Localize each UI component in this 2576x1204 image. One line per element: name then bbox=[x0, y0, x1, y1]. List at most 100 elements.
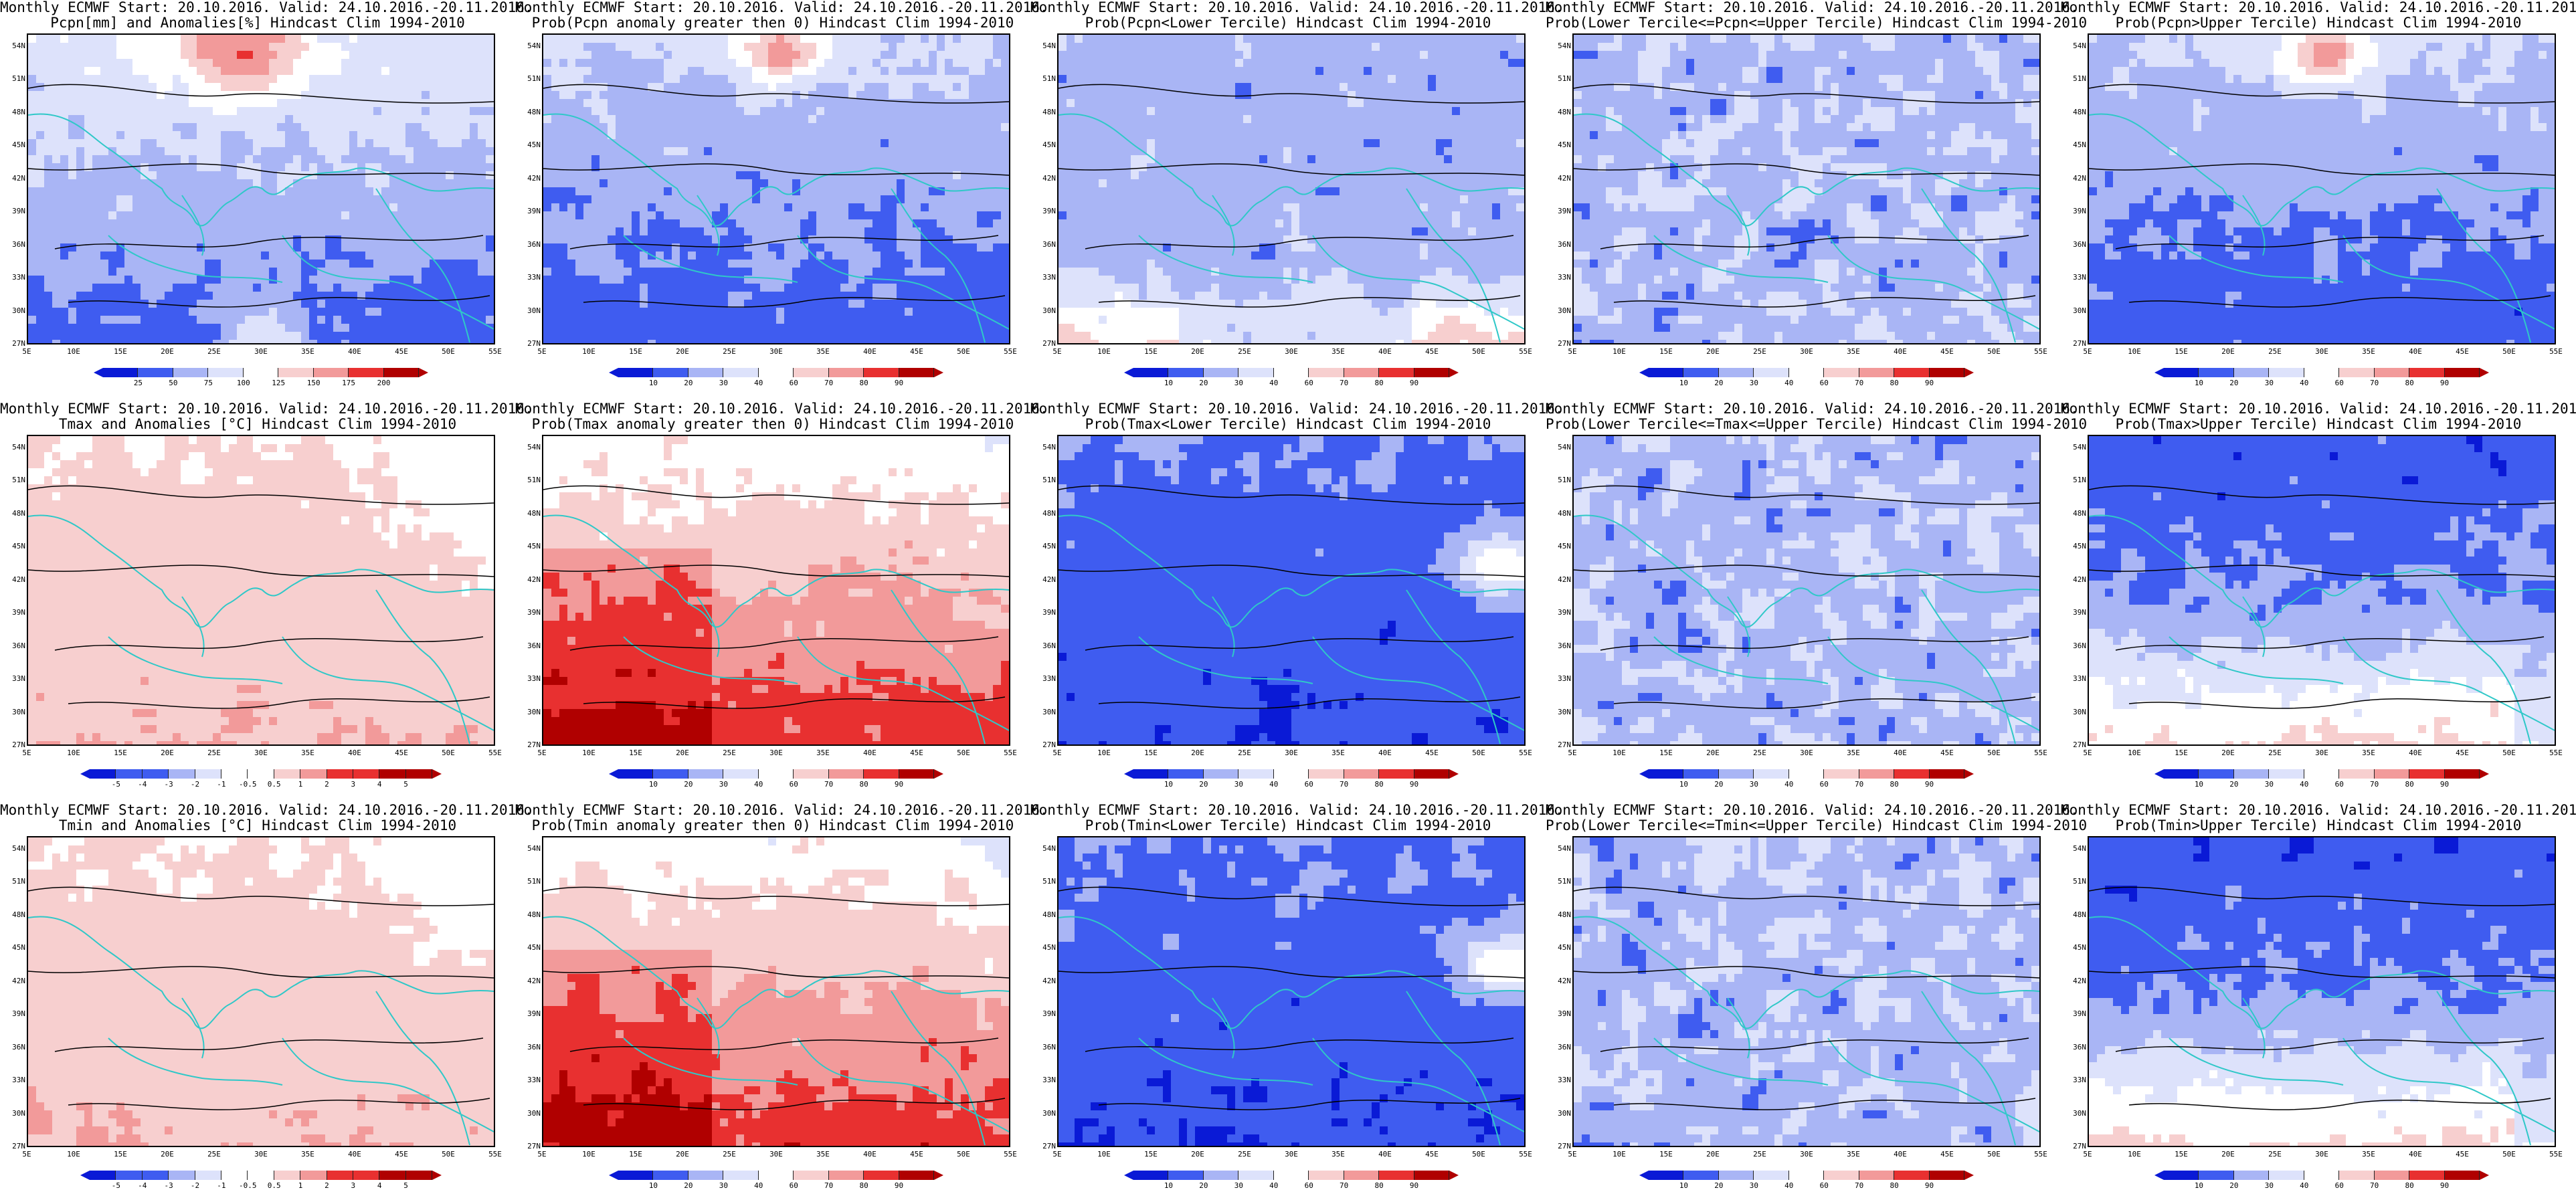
latitude-label: 48N bbox=[1037, 910, 1056, 919]
latitude-label: 45N bbox=[7, 542, 25, 550]
colorbar-swatch bbox=[142, 769, 169, 779]
colorbar-cap-left bbox=[2154, 1171, 2164, 1180]
colorbar bbox=[80, 769, 442, 779]
coastline bbox=[1059, 916, 1524, 1146]
colorbar-swatch bbox=[864, 1171, 899, 1180]
latitude-label: 33N bbox=[522, 273, 541, 282]
latitude-label: 39N bbox=[1037, 1009, 1056, 1018]
colorbar-swatch bbox=[1824, 769, 1859, 779]
colorbar-tick-label: 0.5 bbox=[268, 1181, 281, 1190]
colorbar-tick-label: 2 bbox=[325, 780, 329, 789]
colorbar-swatch bbox=[405, 1171, 433, 1180]
map-panel: Monthly ECMWF Start: 20.10.2016. Valid: … bbox=[1030, 0, 1564, 401]
latitude-label: 48N bbox=[7, 910, 25, 919]
longitude-label: 15E bbox=[1656, 748, 1676, 757]
field-shading bbox=[1574, 35, 2039, 343]
latitude-label: 36N bbox=[2067, 641, 2086, 650]
coastline bbox=[543, 916, 1009, 1146]
colorbar-cap-left bbox=[1639, 368, 1649, 377]
longitude-label: 20E bbox=[672, 347, 693, 356]
colorbar bbox=[2154, 1171, 2489, 1180]
panel-title-line1: Monthly ECMWF Start: 20.10.2016. Valid: … bbox=[1030, 0, 1564, 15]
colorbar-tick-label: 70 bbox=[1855, 780, 1863, 789]
latitude-label: 30N bbox=[1037, 306, 1056, 315]
latitude-label: 36N bbox=[1552, 240, 1571, 249]
colorbar-swatch bbox=[1203, 769, 1239, 779]
longitude-label: 30E bbox=[1281, 347, 1301, 356]
panel-title: Monthly ECMWF Start: 20.10.2016. Valid: … bbox=[1546, 0, 2087, 31]
longitude-label: 40E bbox=[345, 347, 365, 356]
longitude-label: 25E bbox=[719, 347, 739, 356]
latitude-label: 36N bbox=[2067, 240, 2086, 249]
longitude-label: 15E bbox=[110, 748, 130, 757]
colorbar-tick-label: -4 bbox=[138, 1181, 147, 1190]
colorbar-swatch bbox=[2444, 1171, 2480, 1180]
colorbar-swatch bbox=[1344, 769, 1380, 779]
colorbar-swatch bbox=[1309, 1171, 1344, 1180]
longitude-label: 55E bbox=[2546, 748, 2566, 757]
colorbar-tick-label: 40 bbox=[1784, 1181, 1793, 1190]
longitude-label: 20E bbox=[2218, 1150, 2238, 1159]
colorbar-tick-label: 80 bbox=[1890, 1181, 1898, 1190]
latitude-label: 48N bbox=[2067, 910, 2086, 919]
longitude-label: 5E bbox=[2078, 748, 2098, 757]
colorbar-labels: 10 20 30 40 60 70 80 90 bbox=[2164, 379, 2480, 388]
colorbar-swatch bbox=[221, 1171, 248, 1180]
colorbar-swatch bbox=[1168, 368, 1204, 377]
colorbar-tick-label: 80 bbox=[1890, 780, 1898, 789]
longitude-label: 5E bbox=[1562, 748, 1582, 757]
panel-title: Monthly ECMWF Start: 20.10.2016. Valid: … bbox=[0, 0, 533, 31]
latitude-label: 54N bbox=[2067, 844, 2086, 853]
longitude-label: 40E bbox=[1890, 1150, 1910, 1159]
latitude-label: 30N bbox=[7, 306, 25, 315]
latitude-label: 48N bbox=[1037, 509, 1056, 518]
colorbar-swatch bbox=[1133, 368, 1169, 377]
longitude-label: 50E bbox=[1984, 1150, 2004, 1159]
colorbar-tick-label: 30 bbox=[719, 1181, 728, 1190]
coastline bbox=[1574, 514, 2039, 744]
longitude-label: 55E bbox=[1000, 1150, 1020, 1159]
longitude-label: 5E bbox=[532, 347, 552, 356]
latitude-label: 51N bbox=[7, 74, 25, 83]
colorbar-cap-right bbox=[418, 368, 428, 377]
longitude-label: 50E bbox=[1469, 1150, 1489, 1159]
colorbar-swatch bbox=[138, 368, 173, 377]
colorbar bbox=[2154, 769, 2489, 779]
longitude-label: 40E bbox=[2405, 347, 2425, 356]
colorbar bbox=[609, 769, 943, 779]
latitude-label: 33N bbox=[1552, 674, 1571, 683]
colorbar-tick-label: 80 bbox=[2405, 780, 2413, 789]
colorbar-cap-left bbox=[94, 368, 103, 377]
panel-title: Monthly ECMWF Start: 20.10.2016. Valid: … bbox=[515, 803, 1048, 833]
longitude-label: 45E bbox=[1422, 1150, 1442, 1159]
map-panel: Monthly ECMWF Start: 20.10.2016. Valid: … bbox=[1030, 803, 1564, 1204]
colorbar-labels: 10 20 30 40 60 70 80 90 bbox=[1133, 1181, 1449, 1191]
longitude-label: 10E bbox=[2124, 748, 2144, 757]
colorbar-labels: 10 20 30 40 60 70 80 90 bbox=[1649, 780, 1964, 789]
colorbar-labels: -5 -4 -3 -2 -1 -0.5 0.5 1 2 3 4 5 bbox=[90, 1181, 432, 1191]
longitude-label: 25E bbox=[1234, 347, 1255, 356]
latitude-label: 54N bbox=[1037, 443, 1056, 452]
latitude-label: 36N bbox=[1552, 641, 1571, 650]
latitude-label: 33N bbox=[1037, 273, 1056, 282]
colorbar-cap-right bbox=[1964, 769, 1974, 779]
coastline bbox=[28, 916, 494, 1146]
forecast-map bbox=[2088, 33, 2556, 344]
latitude-label: 27N bbox=[7, 1142, 25, 1150]
colorbar-tick-label: 4 bbox=[377, 780, 382, 789]
latitude-label: 39N bbox=[1552, 207, 1571, 215]
colorbar-tick-label: 30 bbox=[1234, 780, 1243, 789]
colorbar-cap-right bbox=[933, 769, 943, 779]
colorbar-swatch bbox=[618, 368, 654, 377]
colorbar-tick-label: 5 bbox=[403, 780, 408, 789]
latitude-label: 39N bbox=[2067, 207, 2086, 215]
panel-title-line1: Monthly ECMWF Start: 20.10.2016. Valid: … bbox=[1030, 803, 1564, 818]
latitude-label: 54N bbox=[1552, 443, 1571, 452]
longitude-label: 55E bbox=[2031, 347, 2051, 356]
contour-lines bbox=[543, 886, 1009, 1110]
longitude-label: 40E bbox=[1890, 347, 1910, 356]
latitude-label: 33N bbox=[522, 674, 541, 683]
map-panel: Monthly ECMWF Start: 20.10.2016. Valid: … bbox=[0, 803, 533, 1204]
latitude-label: 27N bbox=[1037, 339, 1056, 348]
colorbar-swatch bbox=[1133, 769, 1169, 779]
